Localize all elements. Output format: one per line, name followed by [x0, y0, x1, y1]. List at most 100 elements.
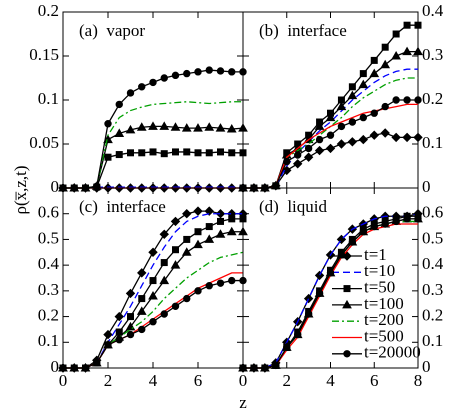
series-line	[63, 251, 244, 369]
y-tick-label: 0.1	[422, 331, 443, 350]
marker	[70, 364, 78, 372]
series-line	[243, 24, 418, 189]
marker	[303, 152, 314, 162]
marker	[216, 279, 225, 287]
marker	[115, 151, 123, 159]
marker	[171, 71, 180, 80]
marker	[137, 268, 147, 278]
marker	[358, 134, 369, 145]
marker	[337, 251, 346, 259]
marker	[370, 56, 378, 64]
marker	[138, 149, 146, 157]
y-tick-label: 0.6	[422, 203, 443, 222]
marker	[125, 288, 136, 299]
marker	[125, 124, 136, 134]
marker	[215, 229, 226, 238]
marker	[115, 336, 123, 344]
y-tick-label: 0.4	[38, 254, 60, 273]
x-tick-label: 8	[414, 371, 423, 390]
marker	[103, 329, 113, 340]
series-line	[63, 213, 243, 369]
marker	[115, 100, 123, 109]
marker	[314, 121, 325, 130]
marker	[239, 364, 247, 372]
marker	[126, 89, 135, 97]
marker	[304, 310, 313, 318]
marker	[194, 68, 202, 76]
marker	[170, 216, 181, 227]
marker	[149, 148, 157, 156]
marker	[217, 217, 224, 225]
marker	[381, 220, 389, 228]
y-tick-label: 0	[422, 357, 431, 376]
marker	[347, 90, 358, 100]
marker	[216, 67, 225, 75]
marker	[160, 74, 168, 82]
marker	[413, 46, 423, 56]
marker	[160, 310, 168, 318]
marker	[414, 215, 422, 223]
marker	[194, 287, 202, 295]
marker	[194, 228, 202, 236]
marker	[183, 69, 191, 78]
x-tick-label: 6	[370, 371, 379, 390]
marker	[292, 159, 303, 169]
marker	[315, 135, 324, 144]
y-tick-label: 0.1	[38, 89, 59, 108]
panel-label: (b) interface	[259, 21, 347, 40]
y-tick-label: 0.1	[422, 133, 443, 152]
legend-marker	[343, 285, 351, 293]
marker	[104, 153, 112, 161]
marker	[359, 70, 367, 78]
marker	[182, 209, 192, 219]
marker	[414, 21, 422, 29]
marker	[215, 123, 226, 132]
panel-label: (c) interface	[79, 197, 166, 216]
marker	[315, 289, 324, 298]
marker	[347, 137, 358, 147]
x-tick-label: 6	[194, 371, 203, 390]
marker	[402, 46, 412, 56]
marker	[314, 145, 325, 156]
marker	[193, 123, 203, 132]
x-tick-label: 4	[326, 371, 335, 390]
legend-label: t=20000	[364, 343, 421, 362]
legend-label: t=50	[364, 278, 395, 297]
y-tick-label: 0.2	[422, 89, 443, 108]
marker	[205, 282, 213, 290]
marker	[148, 290, 158, 300]
marker	[314, 270, 325, 281]
marker	[215, 209, 226, 219]
y-tick-label: 0.3	[422, 45, 443, 64]
marker	[293, 151, 302, 159]
marker	[172, 246, 179, 254]
x-tick-label: 2	[104, 371, 113, 390]
marker	[170, 260, 181, 269]
marker	[160, 150, 168, 158]
marker	[370, 109, 378, 117]
marker	[194, 149, 202, 157]
marker	[183, 148, 191, 156]
marker	[104, 341, 112, 349]
y-tick-label: 0.05	[29, 133, 59, 152]
x-tick-label: 4	[149, 371, 158, 390]
y-tick-label: 0.5	[38, 228, 59, 247]
marker	[193, 239, 203, 249]
marker	[138, 325, 146, 334]
marker	[414, 96, 422, 104]
marker	[392, 96, 400, 104]
marker	[93, 359, 101, 367]
series-line	[63, 101, 243, 189]
marker	[127, 313, 134, 321]
marker	[183, 235, 191, 243]
series-line	[243, 77, 418, 189]
marker	[359, 113, 368, 122]
marker	[392, 217, 400, 226]
panel-label: (a) vapor	[79, 21, 145, 40]
marker	[283, 157, 291, 166]
y-tick-label: 0.6	[38, 203, 59, 222]
legend-label: t=10	[364, 261, 395, 280]
marker	[348, 83, 356, 91]
marker	[369, 130, 379, 140]
legend-label: t=500	[364, 326, 404, 345]
